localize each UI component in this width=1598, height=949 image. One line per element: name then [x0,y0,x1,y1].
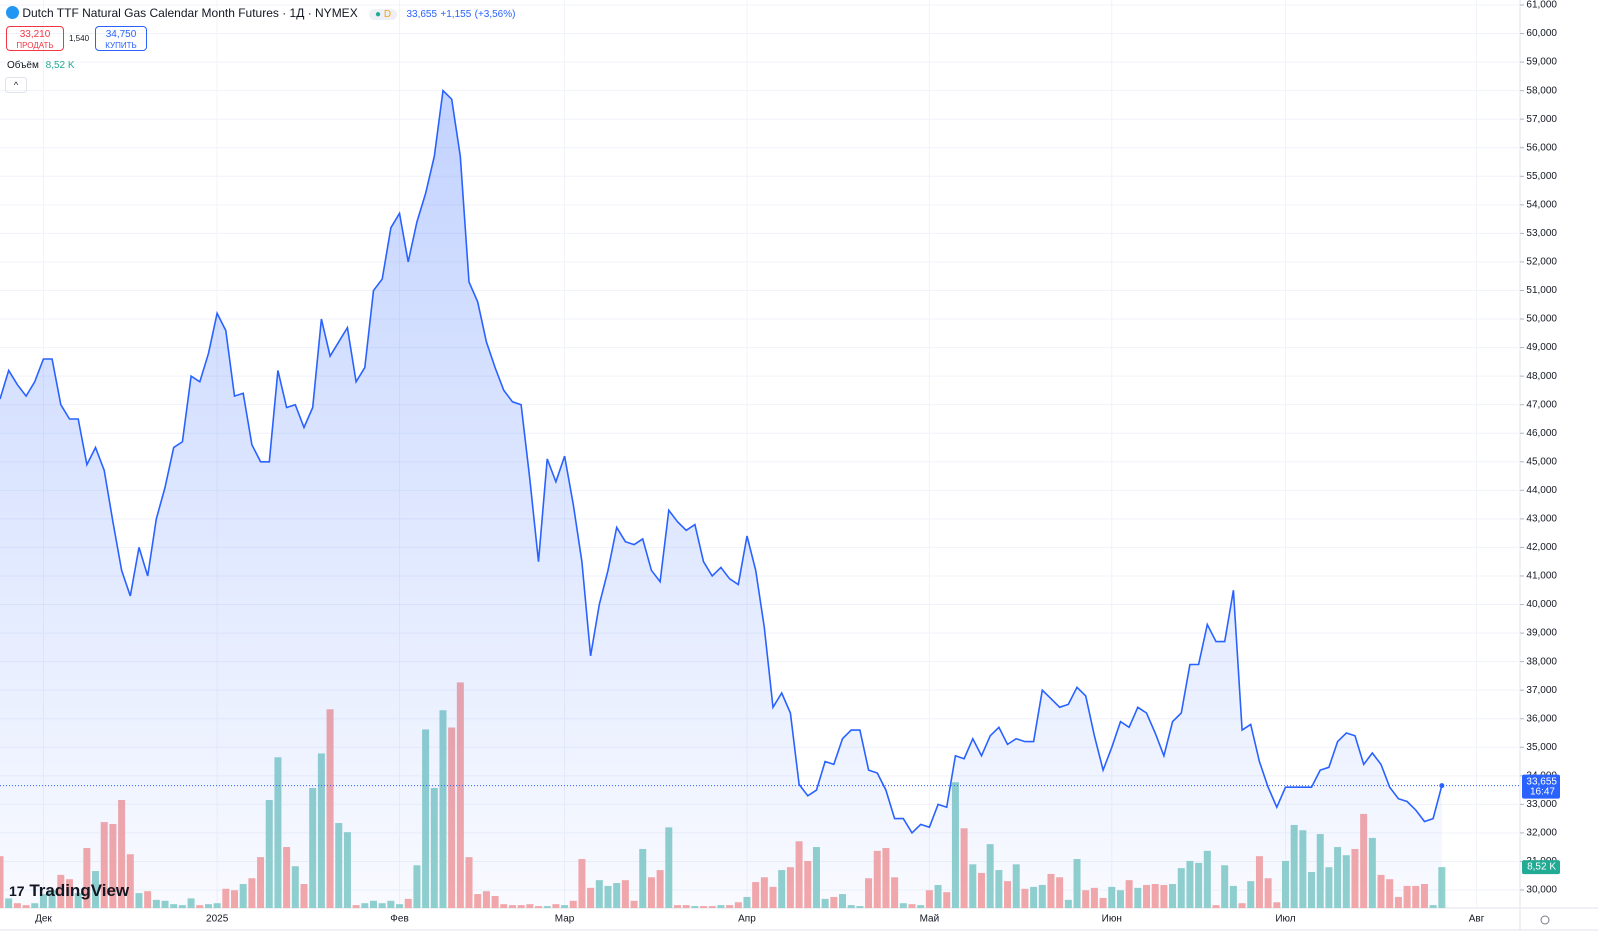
y-tick-label: 53,000 [1526,228,1557,239]
volume-bar [1438,867,1446,908]
y-tick-label: 55,000 [1526,171,1557,182]
logo-text: TradingView [29,881,130,900]
volume-legend: Объём 8,52 K [7,60,75,71]
countdown: 16:47 [1530,786,1555,797]
y-tick-label: 36,000 [1526,713,1557,724]
y-tick-label: 49,000 [1526,342,1557,353]
y-tick-label: 39,000 [1526,628,1557,639]
spread: 1,540 [69,34,90,43]
logo: 17 TradingView [9,881,130,900]
collapse-button[interactable]: ^ [5,77,27,93]
volume-name: Объём [7,60,39,71]
x-tick-label: Авг [1469,914,1485,925]
buy-price: 34,750 [105,29,137,40]
volume-value: 8,52 K [45,60,75,71]
sell-label: ПРОДАТЬ [16,41,54,50]
volume-tag-label: 8,52 K [1527,862,1556,873]
sell-button[interactable]: 33,210 ПРОДАТЬ [6,26,64,51]
y-tick-label: 32,000 [1526,828,1557,839]
x-tick-label: Дек [35,914,52,925]
y-tick-label: 37,000 [1526,685,1557,696]
y-tick-label: 56,000 [1526,142,1557,153]
status-badge: ● D [369,9,398,20]
change-pct: (+3,56%) [474,9,516,20]
price-tag-label: 33,655 [1526,776,1557,787]
y-tick-label: 40,000 [1526,599,1557,610]
y-tick-label: 47,000 [1526,399,1557,410]
y-tick-label: 42,000 [1526,542,1557,553]
x-tick-label: Мар [555,914,575,925]
y-tick-label: 51,000 [1526,285,1557,296]
settings-icon[interactable] [1540,915,1550,925]
last-point [1439,783,1445,789]
buy-button[interactable]: 34,750 КУПИТЬ [95,26,147,51]
x-tick-label: Апр [738,914,756,925]
y-tick-label: 38,000 [1526,656,1557,667]
title: Dutch TTF Natural Gas Calendar Month Fut… [22,6,358,20]
y-tick-label: 60,000 [1526,28,1557,39]
y-tick-label: 41,000 [1526,571,1557,582]
y-tick-label: 45,000 [1526,456,1557,467]
y-tick-label: 57,000 [1526,114,1557,125]
y-tick-label: 61,000 [1526,0,1557,11]
y-tick-label: 59,000 [1526,57,1557,68]
badge: D [383,9,392,20]
area-fill [0,90,1442,909]
y-tick-label: 44,000 [1526,485,1557,496]
price-tag [1522,774,1560,799]
y-tick-label: 43,000 [1526,514,1557,525]
change: +1,155 [440,9,472,20]
sell-price: 33,210 [19,29,51,40]
y-tick-label: 52,000 [1526,257,1557,268]
x-tick-label: Май [920,914,940,925]
volume-tag [1522,860,1560,875]
y-tick-label: 46,000 [1526,428,1557,439]
buy-label: КУПИТЬ [105,41,137,50]
y-tick-label: 48,000 [1526,371,1557,382]
y-tick-label: 30,000 [1526,885,1557,896]
x-tick-label: Июл [1275,914,1295,925]
x-tick-label: Фев [390,914,408,925]
x-tick-label: Июн [1102,914,1122,925]
y-tick-label: 50,000 [1526,314,1557,325]
price-line [0,88,1443,835]
y-tick-label: 58,000 [1526,85,1557,96]
y-tick-label: 35,000 [1526,742,1557,753]
title-row: Dutch TTF Natural Gas Calendar Month Fut… [6,6,515,20]
x-tick-label: 2025 [206,914,229,925]
y-tick-label: 54,000 [1526,199,1557,210]
symbol-icon [6,6,19,19]
y-tick-label: 33,000 [1526,799,1557,810]
last: 33,655 [406,9,438,20]
